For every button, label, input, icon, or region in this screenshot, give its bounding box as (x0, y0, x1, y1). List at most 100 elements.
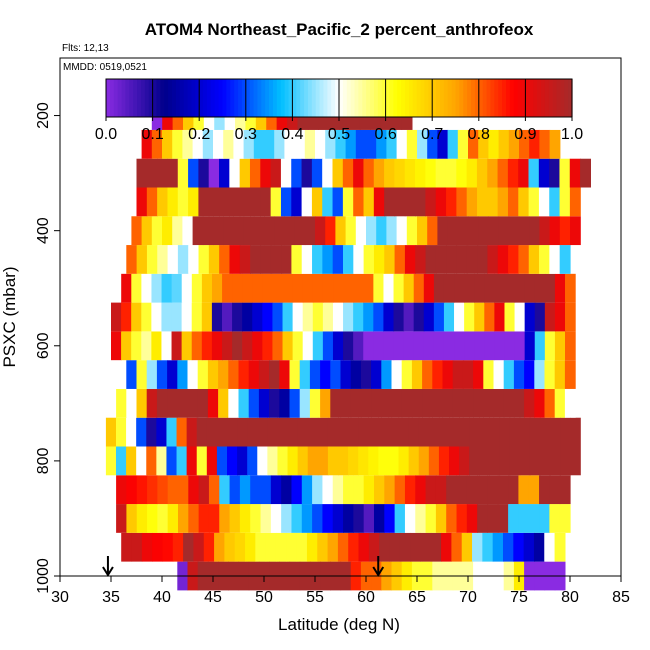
heatmap-cell (312, 302, 324, 332)
heatmap-cell (363, 158, 375, 188)
heatmap-cell (437, 129, 449, 159)
heatmap-cell (378, 446, 390, 476)
layer-950mbar (121, 532, 566, 562)
heatmap-cell (340, 388, 352, 418)
heatmap-cell (538, 158, 550, 188)
heatmap-cell (519, 446, 531, 476)
colorbar-segment (370, 79, 375, 117)
heatmap-cell (498, 216, 510, 246)
heatmap-cell (433, 273, 445, 303)
heatmap-cell (296, 532, 308, 562)
colorbar-segment (544, 79, 550, 117)
heatmap-cell (504, 331, 516, 361)
heatmap-cell (257, 446, 268, 476)
heatmap-cell (452, 388, 464, 418)
heatmap-cell (432, 360, 444, 389)
heatmap-cell (376, 216, 387, 246)
heatmap-cell (286, 532, 298, 562)
heatmap-cell (415, 187, 427, 217)
heatmap-cell (232, 302, 243, 332)
heatmap-cell (208, 187, 220, 217)
heatmap-cell (161, 331, 173, 361)
flights-label: Flts: 12,13 (62, 43, 109, 54)
heatmap-layers (105, 101, 591, 591)
heatmap-cell (442, 388, 454, 418)
colorbar-segment (230, 79, 235, 117)
colorbar-segment (257, 79, 262, 117)
x-tick-label: 30 (51, 589, 69, 606)
heatmap-cell (466, 504, 478, 533)
heatmap-cell (484, 302, 495, 332)
heatmap-cell (394, 158, 406, 188)
heatmap-cell (250, 245, 262, 274)
heatmap-cell (345, 216, 357, 246)
colorbar-segment (424, 79, 429, 117)
heatmap-cell (554, 302, 566, 332)
heatmap-cell (260, 245, 272, 274)
heatmap-cell (508, 245, 520, 274)
heatmap-cell (131, 331, 142, 361)
heatmap-cell (239, 245, 251, 274)
heatmap-cell (141, 216, 153, 246)
heatmap-cell (518, 475, 530, 505)
heatmap-cell (411, 388, 423, 418)
colorbar-segment (214, 79, 220, 117)
heatmap-cell (503, 360, 515, 389)
heatmap-cell (228, 360, 240, 389)
heatmap-cell (239, 158, 251, 188)
heatmap-cell (191, 273, 203, 303)
colorbar-segment (323, 79, 328, 117)
heatmap-cell (291, 504, 303, 533)
heatmap-cell (534, 302, 546, 332)
heatmap-cell (229, 187, 241, 217)
colorbar-segment (175, 79, 181, 117)
heatmap-cell (466, 245, 478, 274)
heatmap-cell (363, 475, 375, 505)
heatmap-cell (238, 360, 250, 389)
heatmap-cell (191, 302, 203, 332)
heatmap-cell (494, 331, 506, 361)
heatmap-cell (214, 532, 225, 562)
heatmap-cell (403, 302, 415, 332)
heatmap-cell (384, 504, 396, 533)
latitude-arrow (372, 556, 385, 577)
x-tick-label: 70 (459, 589, 477, 606)
heatmap-cell (274, 216, 285, 246)
heatmap-cell (335, 216, 347, 246)
colorbar-tick-label: 0.3 (235, 126, 257, 143)
heatmap-cell (446, 504, 458, 533)
heatmap-cell (358, 532, 370, 562)
heatmap-cell (489, 446, 501, 476)
heatmap-cell (291, 158, 303, 188)
y-tick-label: 400 (35, 217, 52, 244)
heatmap-cell (317, 532, 329, 562)
heatmap-cell (161, 302, 173, 332)
heatmap-cell (245, 532, 256, 562)
heatmap-cell (167, 475, 179, 505)
heatmap-cell (342, 187, 354, 217)
heatmap-cell (322, 331, 334, 361)
heatmap-cell (255, 532, 267, 562)
heatmap-cell (111, 331, 122, 361)
colorbar-segment (280, 79, 286, 117)
heatmap-cell (539, 417, 551, 447)
heatmap-cell (242, 331, 253, 361)
heatmap-cell (464, 302, 475, 332)
heatmap-cell (262, 302, 274, 332)
heatmap-cell (279, 388, 291, 418)
colorbar-tick-label: 0.6 (374, 126, 396, 143)
heatmap-cell (494, 302, 506, 332)
heatmap-cell (260, 187, 272, 217)
heatmap-cell (183, 532, 195, 562)
heatmap-cell (524, 302, 536, 332)
heatmap-cell (237, 417, 248, 447)
heatmap-cell (457, 216, 469, 246)
heatmap-cell (243, 216, 255, 246)
heatmap-cell (226, 417, 238, 447)
heatmap-cell (487, 187, 499, 217)
colorbar-segment (137, 79, 142, 117)
heatmap-cell (350, 360, 362, 389)
heatmap-cell (211, 331, 223, 361)
heatmap-cell (291, 475, 303, 505)
heatmap-cell (560, 446, 571, 476)
